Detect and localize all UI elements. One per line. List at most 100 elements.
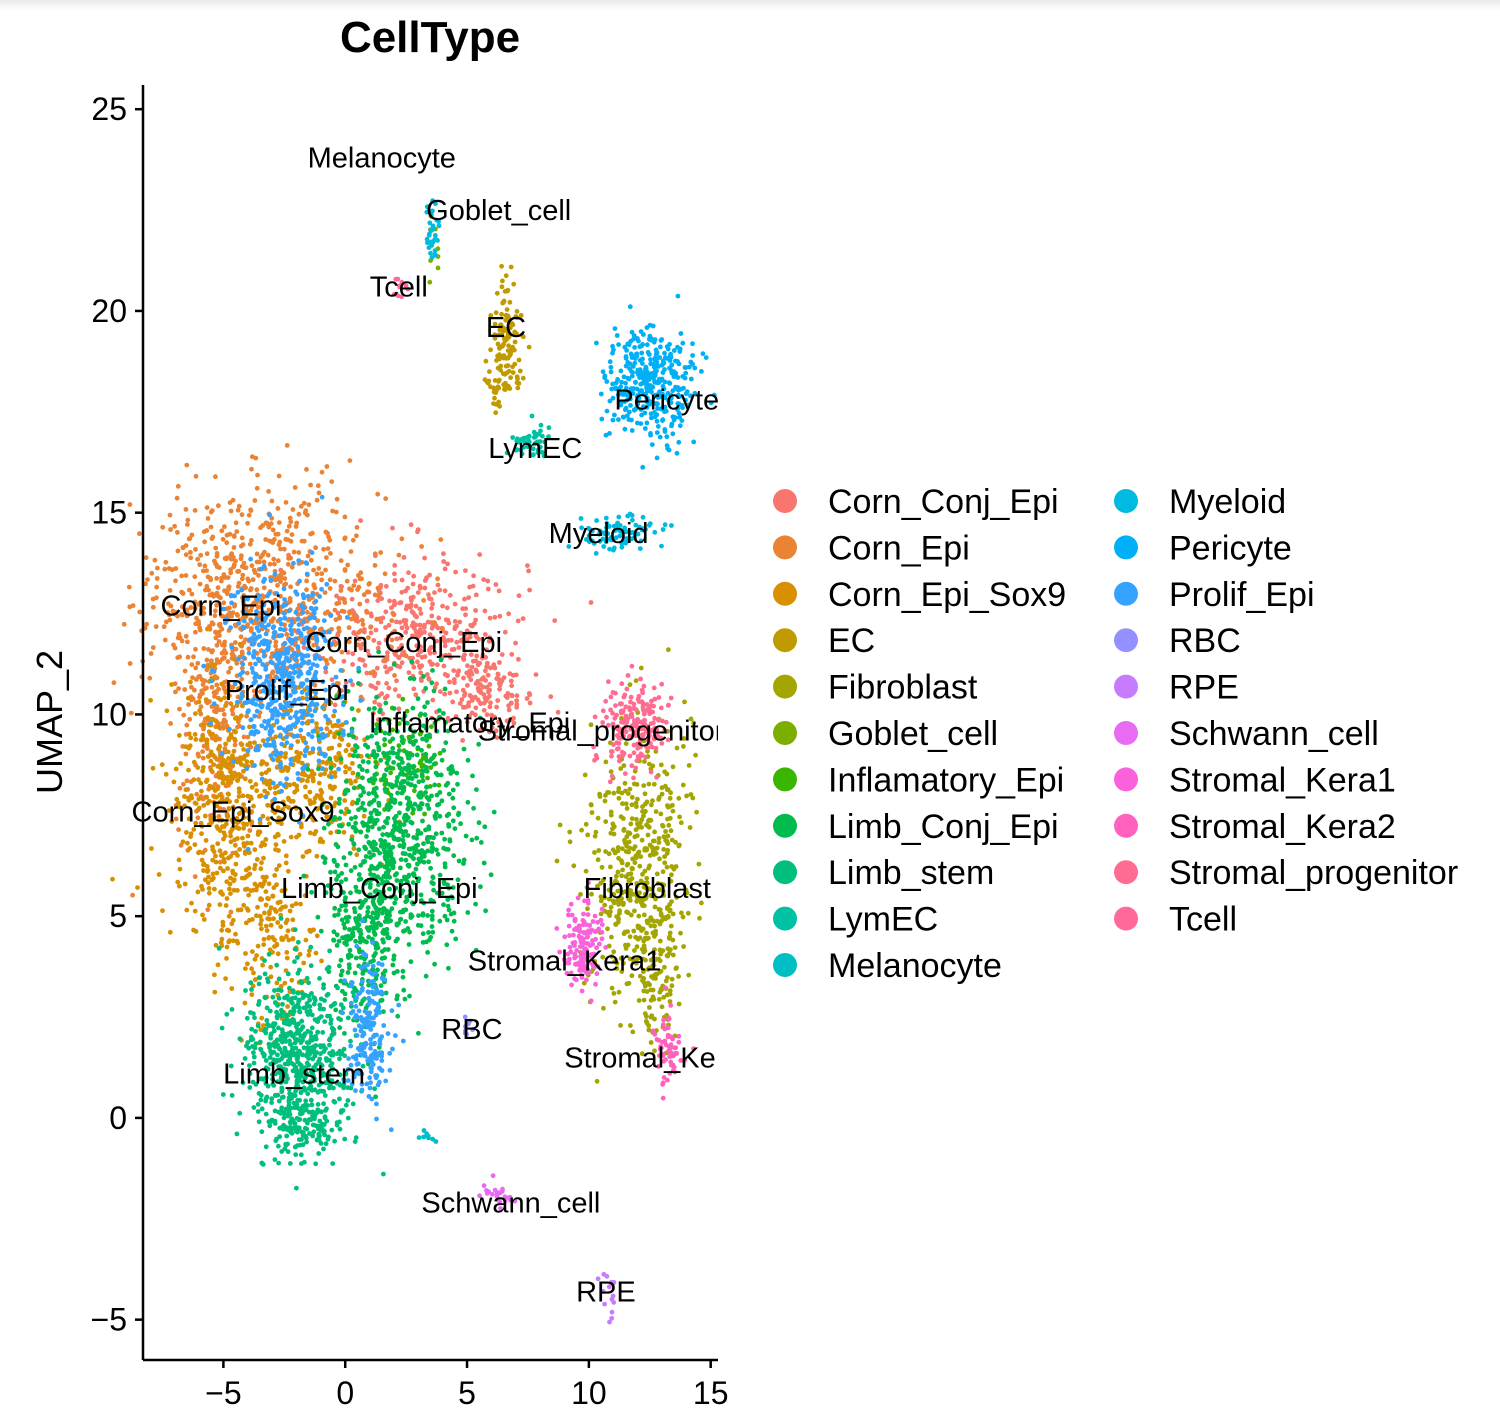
data-point [481,577,487,582]
data-point [246,865,252,871]
data-point [394,921,400,927]
data-point [493,728,499,734]
data-point [333,755,339,760]
data-point [297,1097,302,1103]
data-point [253,1028,258,1034]
data-point [394,619,399,625]
data-point [617,910,622,916]
data-point [372,777,378,782]
data-point [685,910,691,916]
data-point [281,839,287,844]
data-point [415,590,421,595]
data-point [264,1018,270,1023]
data-point [347,952,352,958]
data-point [491,401,496,406]
data-point [111,680,117,686]
data-point [223,776,228,782]
data-point [487,704,493,710]
data-point [248,586,254,591]
data-point [189,662,195,667]
data-point [296,759,301,764]
data-point [411,664,417,670]
data-point [241,802,247,807]
data-point [201,726,206,732]
data-point [376,826,382,832]
data-point [520,375,526,381]
data-point [322,771,327,777]
data-point [337,963,342,969]
data-point [206,874,211,880]
data-point [338,1002,344,1008]
data-point [641,997,647,1003]
data-point [314,721,319,726]
data-point [461,746,467,752]
data-point [593,829,599,835]
data-point [214,870,220,876]
data-point [656,797,661,802]
window-top-shade [0,0,1500,10]
data-point [395,969,400,974]
data-point [373,914,379,920]
data-point [229,773,234,779]
data-point [335,862,340,868]
data-point [187,743,193,749]
data-point [286,523,292,529]
data-point [371,669,376,675]
data-point [391,953,397,959]
data-point [673,864,679,869]
data-point [620,867,625,873]
data-point [319,571,325,577]
data-point [239,875,245,881]
data-point [423,973,429,979]
data-point [372,563,378,568]
data-point [422,811,427,817]
data-point [342,925,348,931]
data-point [489,725,495,730]
data-point [292,485,298,490]
data-point [611,991,617,996]
data-point [263,537,269,542]
data-point [374,616,380,622]
data-point [199,857,205,863]
data-point [175,879,181,885]
data-point [274,942,280,948]
data-point [188,605,194,610]
data-point [223,703,229,709]
data-point [200,755,206,761]
data-point [252,866,257,872]
data-point [610,826,615,832]
data-point [251,803,256,809]
data-point [382,947,388,952]
data-point [305,609,310,615]
data-point [225,866,231,871]
data-point [222,648,227,653]
data-point [190,696,196,702]
data-point [447,679,452,685]
data-point [173,816,179,822]
data-point [387,644,392,649]
data-point [235,888,240,893]
data-point [338,957,344,963]
data-point [465,910,471,915]
data-point [349,596,355,602]
data-point [598,911,604,917]
data-point [399,790,405,796]
data-point [177,635,183,641]
data-point [253,601,259,606]
data-point [348,1038,353,1044]
data-point [313,950,319,956]
data-point [237,1036,243,1042]
data-point [212,781,218,787]
data-point [210,785,216,791]
data-point [336,829,342,835]
data-point [276,520,282,525]
data-point [261,585,267,591]
data-point [198,780,204,786]
data-point [350,761,355,766]
data-point [316,1016,322,1022]
data-point [633,678,639,684]
data-point [514,693,520,698]
data-point [340,935,345,941]
data-point [413,843,419,849]
data-point [527,700,533,706]
